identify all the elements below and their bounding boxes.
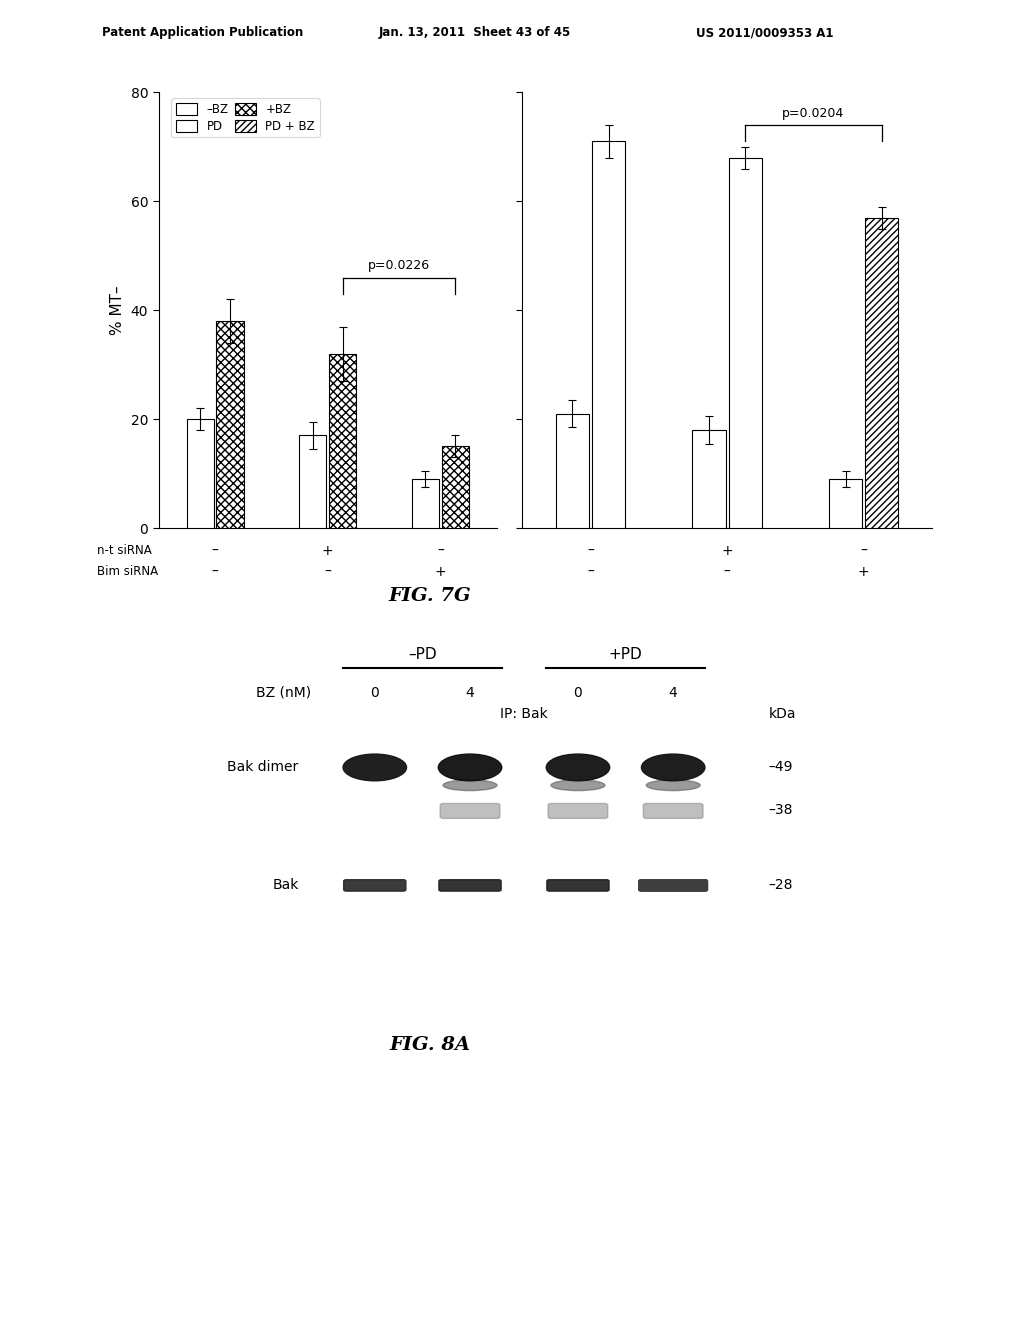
Ellipse shape [641,754,705,781]
Text: IP: Bak: IP: Bak [500,708,548,721]
Bar [216,321,244,528]
Bar [592,141,625,528]
Text: –38: –38 [768,803,793,817]
FancyBboxPatch shape [639,879,708,891]
Text: 4: 4 [466,685,474,700]
Text: Bak dimer: Bak dimer [227,760,299,775]
Text: +: + [322,544,334,558]
Text: –: – [437,544,443,558]
Bar [329,354,356,528]
Ellipse shape [551,780,605,791]
FancyBboxPatch shape [344,879,406,891]
FancyBboxPatch shape [440,804,500,818]
Ellipse shape [343,754,407,781]
Text: +: + [858,565,869,579]
Bar [412,479,439,528]
Bar [186,420,214,528]
FancyBboxPatch shape [643,804,703,818]
FancyBboxPatch shape [639,879,708,891]
Y-axis label: % MT–: % MT– [111,285,125,335]
Text: FIG. 8A: FIG. 8A [389,1036,471,1055]
Text: FIG. 7G: FIG. 7G [389,587,471,606]
Text: kDa: kDa [768,708,796,721]
Ellipse shape [546,754,609,781]
FancyBboxPatch shape [548,804,608,818]
Ellipse shape [646,780,700,791]
Text: +PD: +PD [608,647,642,663]
Bar [299,436,327,528]
Text: –: – [212,565,218,579]
Text: BZ (nM): BZ (nM) [256,685,311,700]
Bar [556,413,589,528]
Text: n-t siRNA: n-t siRNA [97,544,152,557]
Text: Bak: Bak [272,878,299,892]
Text: 0: 0 [371,685,379,700]
Text: –28: –28 [768,878,793,892]
Bar [692,430,726,528]
Text: US 2011/0009353 A1: US 2011/0009353 A1 [696,26,834,40]
Bar [728,158,762,528]
Text: p=0.0226: p=0.0226 [368,259,430,272]
Text: –: – [724,565,730,579]
Legend: –BZ, PD, +BZ, PD + BZ: –BZ, PD, +BZ, PD + BZ [171,98,319,137]
FancyBboxPatch shape [439,879,501,891]
Bar [441,446,469,528]
Text: –: – [587,544,594,558]
Text: 4: 4 [669,685,678,700]
Ellipse shape [438,754,502,781]
Text: +: + [721,544,733,558]
Text: Jan. 13, 2011  Sheet 43 of 45: Jan. 13, 2011 Sheet 43 of 45 [379,26,571,40]
Text: Bim siRNA: Bim siRNA [97,565,159,578]
Text: –: – [325,565,331,579]
Text: Patent Application Publication: Patent Application Publication [102,26,304,40]
Text: p=0.0204: p=0.0204 [782,107,845,120]
Text: –: – [860,544,867,558]
Text: 0: 0 [573,685,583,700]
Bar [865,218,898,528]
Text: +: + [434,565,446,579]
FancyBboxPatch shape [547,879,609,891]
Text: –: – [212,544,218,558]
Text: –: – [587,565,594,579]
Text: –PD: –PD [409,647,436,663]
Ellipse shape [443,780,497,791]
Bar [829,479,862,528]
Text: –49: –49 [768,760,793,775]
